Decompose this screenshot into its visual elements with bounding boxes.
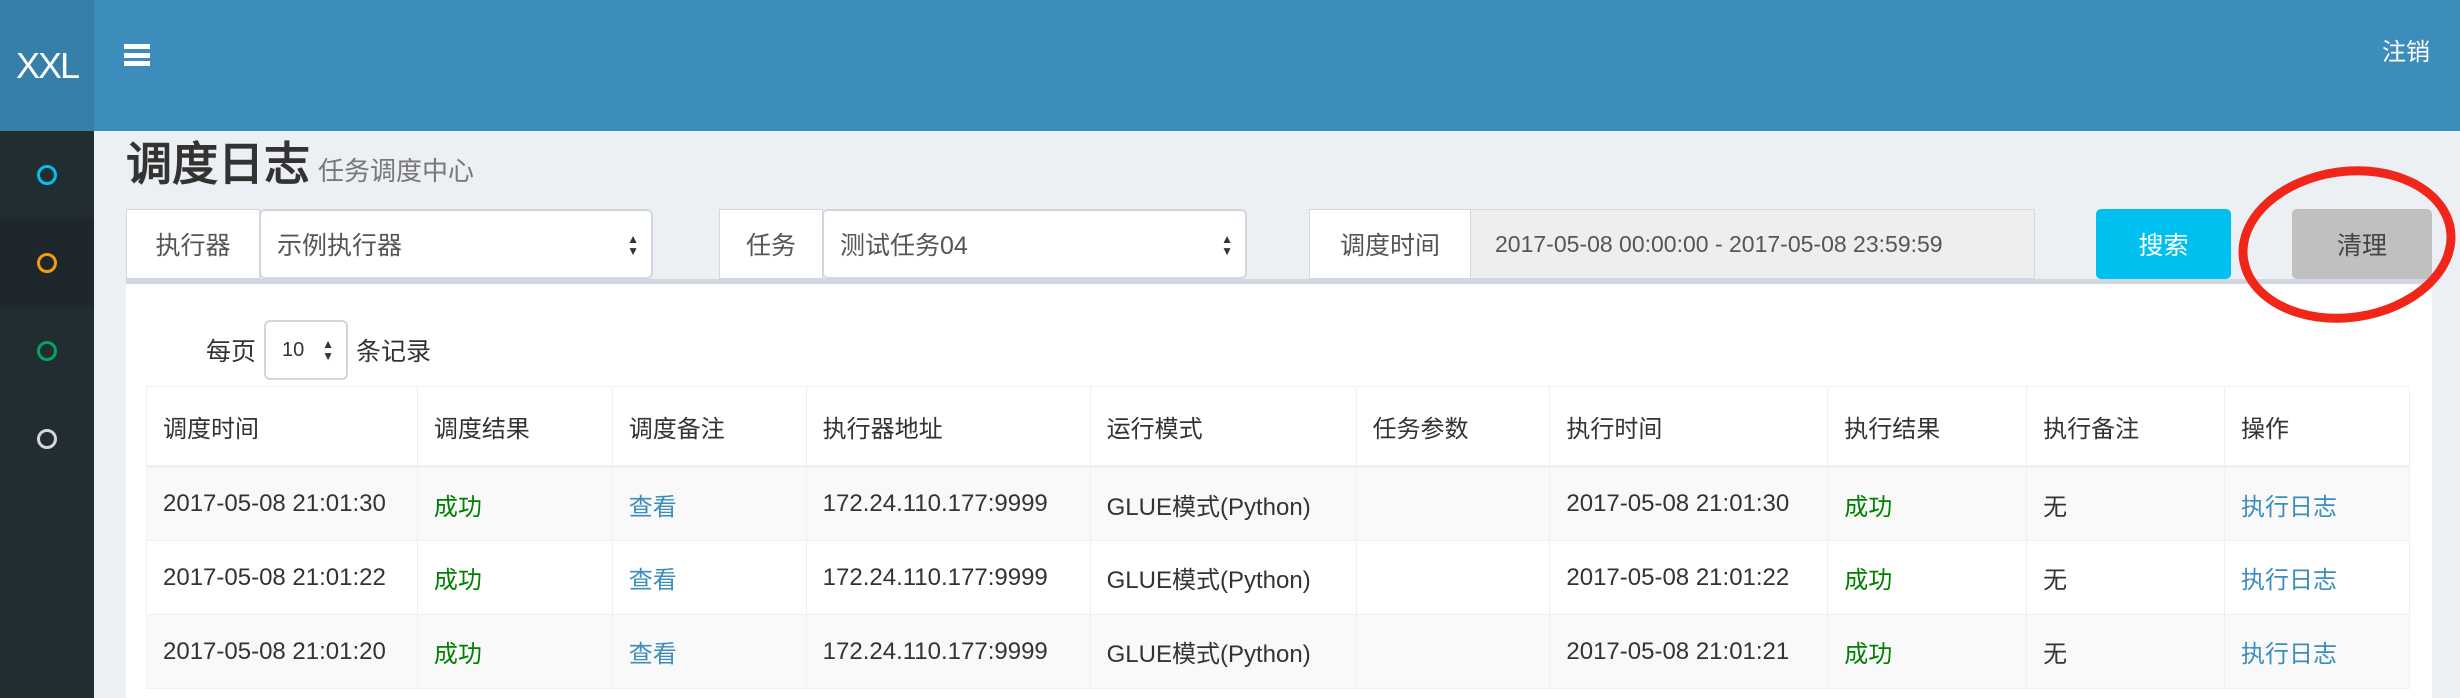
table-cell: 2017-05-08 21:01:30 — [1549, 466, 1829, 541]
table-cell: GLUE模式(Python) — [1089, 466, 1357, 541]
time-label: 调度时间 — [1309, 209, 1471, 279]
col-header[interactable]: 执行器地址 — [805, 386, 1091, 468]
page-length-value: 10 — [282, 338, 305, 361]
table-row: 2017-05-08 21:01:22 成功 查看 172.24.110.177:99… — [146, 540, 2410, 615]
table-cell: 成功 — [1827, 466, 2028, 541]
job-value: 测试任务04 — [840, 232, 968, 260]
table-cell: 2017-05-08 21:01:30 — [146, 466, 418, 541]
select-arrows-icon: ▲ ▼ — [627, 232, 639, 258]
circle-icon — [37, 429, 57, 449]
table-cell: 172.24.110.177:9999 — [805, 466, 1091, 541]
table-cell: 2017-05-08 21:01:22 — [146, 540, 418, 615]
job-label: 任务 — [719, 209, 823, 279]
table-cell: 无 — [2026, 540, 2226, 615]
clear-button[interactable]: 清理 — [2292, 209, 2432, 279]
logo-text: XXL — [15, 44, 80, 86]
table-cell: 无 — [2026, 614, 2226, 689]
view-remark-link[interactable]: 查看 — [611, 540, 807, 615]
table-cell: 无 — [2026, 466, 2226, 541]
page-title-text: 调度日志 — [126, 138, 310, 190]
table-cell: 成功 — [416, 614, 613, 689]
page-length-control: 每页 10 ▲ ▼ 条记录 — [206, 320, 431, 380]
executor-value: 示例执行器 — [277, 232, 403, 260]
col-header[interactable]: 执行时间 — [1549, 386, 1829, 468]
col-header[interactable]: 执行结果 — [1827, 386, 2028, 468]
log-table: 调度时间 调度结果 调度备注 执行器地址 运行模式 任务参数 执行时间 执行结果… — [146, 386, 2410, 689]
table-cell: 成功 — [416, 540, 613, 615]
page-title: 调度日志 任务调度中心 — [126, 128, 474, 194]
executor-label: 执行器 — [126, 209, 260, 279]
table-cell: 2017-05-08 21:01:22 — [1549, 540, 1829, 615]
view-remark-link[interactable]: 查看 — [611, 466, 807, 541]
table-cell: 172.24.110.177:9999 — [805, 540, 1091, 615]
table-cell: GLUE模式(Python) — [1089, 614, 1357, 689]
page-subtitle: 任务调度中心 — [318, 156, 475, 186]
log-table-box: 每页 10 ▲ ▼ 条记录 调度时间 调度结果 调度备注 执行器地址 运行模式 任务… — [126, 279, 2432, 698]
sidebar-item-1[interactable] — [0, 131, 94, 219]
search-button[interactable]: 搜索 — [2096, 209, 2231, 279]
table-cell: 2017-05-08 21:01:20 — [146, 614, 418, 689]
table-cell — [1355, 614, 1551, 689]
circle-icon — [37, 341, 57, 361]
circle-icon — [37, 165, 57, 185]
top-navbar: 注销 — [94, 0, 2460, 131]
length-prefix: 每页 — [206, 338, 257, 366]
page-length-select[interactable]: 10 ▲ ▼ — [264, 320, 349, 380]
logout-link[interactable]: 注销 — [2382, 39, 2430, 66]
col-header[interactable]: 操作 — [2224, 386, 2410, 468]
table-cell: 2017-05-08 21:01:21 — [1549, 614, 1829, 689]
select-arrows-icon: ▲ ▼ — [322, 337, 335, 363]
sidebar — [0, 131, 94, 698]
table-cell — [1355, 466, 1551, 541]
menu-toggle-icon[interactable] — [124, 44, 150, 66]
sidebar-item-3[interactable] — [0, 307, 94, 395]
exec-log-link[interactable]: 执行日志 — [2224, 540, 2410, 615]
sidebar-item-2[interactable] — [0, 219, 94, 307]
exec-log-link[interactable]: 执行日志 — [2224, 614, 2410, 689]
table-cell: 成功 — [416, 466, 613, 541]
col-header[interactable]: 调度时间 — [146, 386, 418, 468]
col-header[interactable]: 执行备注 — [2026, 386, 2226, 468]
table-cell: 172.24.110.177:9999 — [805, 614, 1091, 689]
view-remark-link[interactable]: 查看 — [611, 614, 807, 689]
select-arrows-icon: ▲ ▼ — [1221, 232, 1233, 258]
length-suffix: 条记录 — [356, 338, 432, 366]
col-header[interactable]: 运行模式 — [1089, 386, 1357, 468]
table-row: 2017-05-08 21:01:20 成功 查看 172.24.110.177:99… — [146, 614, 2410, 689]
col-header[interactable]: 任务参数 — [1355, 386, 1551, 468]
logo[interactable]: XXL — [0, 0, 94, 131]
table-cell: GLUE模式(Python) — [1089, 540, 1357, 615]
job-select[interactable]: 测试任务04 ▲ ▼ — [822, 209, 1247, 279]
circle-icon — [37, 253, 57, 273]
table-header-row: 调度时间 调度结果 调度备注 执行器地址 运行模式 任务参数 执行时间 执行结果… — [146, 386, 2410, 468]
sidebar-item-4[interactable] — [0, 395, 94, 483]
time-range-input[interactable]: 2017-05-08 00:00:00 - 2017-05-08 23:59:5… — [1470, 209, 2035, 279]
table-cell — [1355, 540, 1551, 615]
table-cell: 成功 — [1827, 614, 2028, 689]
exec-log-link[interactable]: 执行日志 — [2224, 466, 2410, 541]
executor-select[interactable]: 示例执行器 ▲ ▼ — [259, 209, 653, 279]
table-cell: 成功 — [1827, 540, 2028, 615]
table-row: 2017-05-08 21:01:30 成功 查看 172.24.110.177:99… — [146, 466, 2410, 541]
col-header[interactable]: 调度结果 — [416, 386, 613, 468]
col-header[interactable]: 调度备注 — [611, 386, 807, 468]
